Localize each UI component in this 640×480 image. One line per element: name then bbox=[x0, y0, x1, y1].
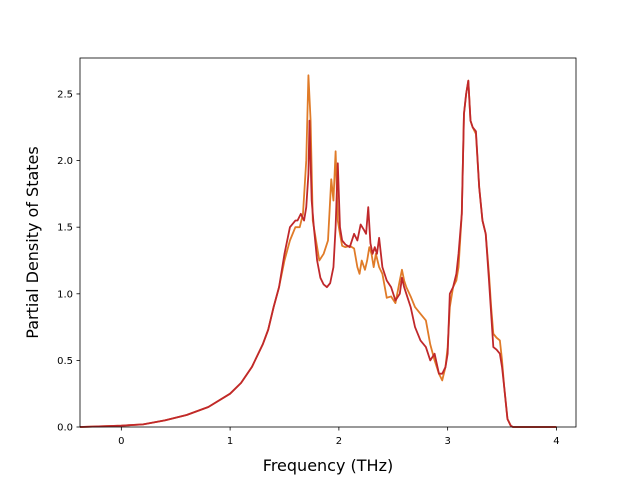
series-layer bbox=[79, 74, 557, 428]
y-tick-label: 1.0 bbox=[57, 289, 73, 300]
x-tick-label: 1 bbox=[227, 436, 233, 447]
plot-frame bbox=[79, 57, 577, 428]
y-axis-label: Partial Density of States bbox=[23, 146, 42, 338]
y-tick-label: 1.5 bbox=[57, 223, 73, 234]
x-axis-ticks: 0 1 2 3 4 bbox=[118, 427, 560, 447]
x-tick-label: 3 bbox=[444, 436, 450, 447]
x-axis-label: Frequency (THz) bbox=[263, 456, 393, 475]
y-tick-label: 0.0 bbox=[57, 423, 73, 434]
x-tick-label: 4 bbox=[553, 436, 559, 447]
x-tick-label: 2 bbox=[336, 436, 342, 447]
y-axis-ticks: 0.0 0.5 1.0 1.5 2.0 2.5 bbox=[57, 89, 80, 434]
y-tick-label: 2.5 bbox=[57, 89, 73, 100]
x-tick-label: 0 bbox=[118, 436, 124, 447]
y-tick-label: 2.0 bbox=[57, 156, 73, 167]
series-line-2 bbox=[79, 79, 557, 428]
series-line-1 bbox=[79, 74, 557, 428]
y-tick-label: 0.5 bbox=[57, 356, 73, 367]
